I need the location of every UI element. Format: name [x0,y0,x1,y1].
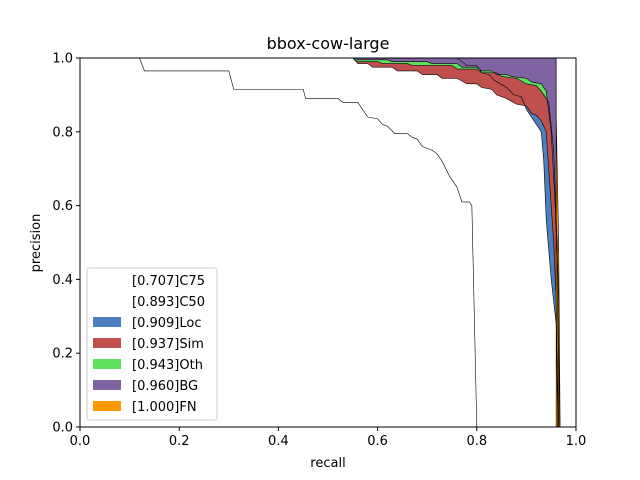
legend: [0.707]C75 [0.893]C50 [0.909]Loc [0.937]Sim… [86,267,218,421]
area--0-937-sim [80,58,559,427]
x-axis: 0.0 0.2 0.4 0.6 0.8 1.0 [70,427,587,449]
y-axis-label: precision [29,214,44,273]
x-tick-label: 0.0 [70,434,91,449]
x-tick-label: 0.4 [268,434,289,449]
curve--0-707-c75 [80,57,478,428]
legend-label: [0.943]Oth [132,358,203,373]
y-tick-label: 1.0 [52,52,73,67]
y-tick-label: 0.2 [52,347,73,362]
y-tick-label: 0.6 [52,199,73,214]
curve--0-937-sim [80,57,559,428]
legend-swatch [93,401,121,411]
area--0-893-c50 [80,58,559,427]
curve--0-943-oth [80,57,560,428]
legend-label: [0.909]Loc [132,316,201,331]
legend-swatch [93,275,121,285]
legend-swatch [93,296,121,306]
legend-swatch [93,317,121,327]
curve--0-893-c50 [80,57,559,428]
legend-swatch [93,359,121,369]
x-tick-label: 0.8 [466,434,487,449]
legend-label: [0.893]C50 [132,295,205,310]
legend-swatch [93,380,121,390]
x-tick-label: 1.0 [566,434,587,449]
x-tick-label: 0.6 [367,434,388,449]
y-tick-label: 0.0 [52,421,73,436]
x-axis-label: recall [310,456,345,471]
curve--0-909-loc [80,57,558,428]
plot-frame [79,57,577,428]
y-axis: 0.0 0.2 0.4 0.6 0.8 1.0 [52,52,80,436]
y-tick-label: 0.8 [52,125,73,140]
legend-label: [0.707]C75 [132,274,205,289]
chart-title: bbox-cow-large [267,34,390,53]
legend-label: [0.937]Sim [132,337,204,352]
legend-label: [1.000]FN [132,400,197,415]
x-tick-label: 0.2 [169,434,190,449]
y-tick-label: 0.4 [52,273,73,288]
legend-swatch [93,338,121,348]
legend-label: [0.960]BG [132,379,198,394]
